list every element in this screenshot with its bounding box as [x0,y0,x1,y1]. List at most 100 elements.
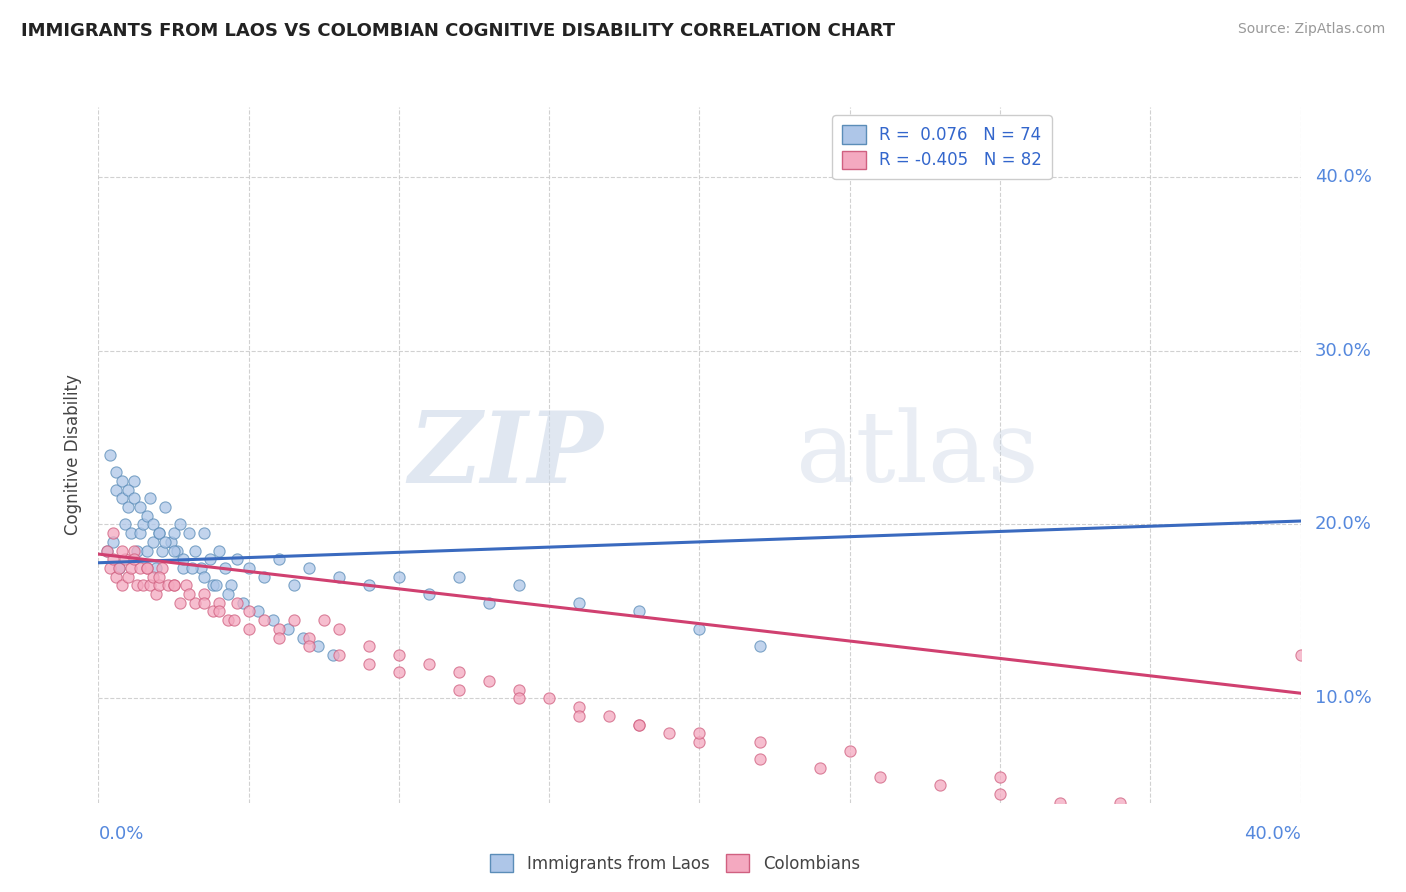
Point [478,674,501,689]
Point [201,578,224,592]
Point [166,543,188,558]
Point [135,543,157,558]
Point [447,570,470,584]
Point [198,552,221,566]
Point [117,483,139,497]
Point [148,526,170,541]
Point [100,448,122,462]
Point [180,561,202,575]
Point [388,570,411,584]
Point [277,622,299,636]
Point [172,561,194,575]
Point [111,543,134,558]
Point [124,543,146,558]
Point [508,682,530,697]
Point [291,631,314,645]
Point [267,622,290,636]
Point [117,570,139,584]
Point [447,665,470,680]
Point [688,726,710,740]
Point [103,526,125,541]
Point [328,570,350,584]
Point [298,561,321,575]
Point [148,570,170,584]
Point [388,648,411,662]
Point [688,622,710,636]
Point [988,787,1011,801]
Point [96,543,118,558]
Point [141,517,163,532]
Point [193,587,215,601]
Point [121,561,143,575]
Point [132,578,155,592]
Point [153,534,176,549]
Point [111,491,134,506]
Point [508,691,530,706]
Point [204,578,226,592]
Point [307,639,329,653]
Point [298,639,321,653]
Text: 0.0%: 0.0% [98,825,143,843]
Point [141,570,163,584]
Text: 20.0%: 20.0% [1315,516,1371,533]
Point [283,578,305,592]
Point [1289,648,1312,662]
Point [162,543,184,558]
Point [177,587,200,601]
Point [598,708,620,723]
Point [174,578,197,592]
Point [138,578,160,592]
Point [190,561,212,575]
Point [628,717,651,731]
Point [193,526,215,541]
Point [238,605,260,619]
Point [129,526,152,541]
Point [688,735,710,749]
Y-axis label: Cognitive Disability: Cognitive Disability [65,375,83,535]
Point [135,561,157,575]
Point [214,561,236,575]
Point [538,691,561,706]
Point [357,657,380,671]
Point [568,700,591,714]
Point [748,735,770,749]
Point [183,543,205,558]
Text: Source: ZipAtlas.com: Source: ZipAtlas.com [1237,22,1385,37]
Point [219,578,242,592]
Point [217,613,239,627]
Text: 40.0%: 40.0% [1244,825,1301,843]
Point [153,500,176,514]
Point [117,500,139,514]
Point [159,534,181,549]
Point [328,648,350,662]
Point [447,682,470,697]
Point [267,552,290,566]
Point [838,744,860,758]
Point [808,761,831,775]
Point [150,543,173,558]
Point [162,578,184,592]
Point [201,605,224,619]
Point [869,770,891,784]
Text: 10.0%: 10.0% [1315,690,1371,707]
Point [1229,814,1251,828]
Point [238,561,260,575]
Point [225,596,247,610]
Point [357,578,380,592]
Point [328,622,350,636]
Point [183,596,205,610]
Point [1049,796,1071,810]
Point [169,596,191,610]
Point [162,526,184,541]
Point [208,543,231,558]
Point [141,534,163,549]
Point [628,605,651,619]
Point [177,526,200,541]
Point [105,570,128,584]
Legend: R =  0.076   N = 74, R = -0.405   N = 82: R = 0.076 N = 74, R = -0.405 N = 82 [832,115,1052,179]
Point [132,517,155,532]
Point [172,552,194,566]
Point [124,491,146,506]
Point [748,639,770,653]
Point [138,491,160,506]
